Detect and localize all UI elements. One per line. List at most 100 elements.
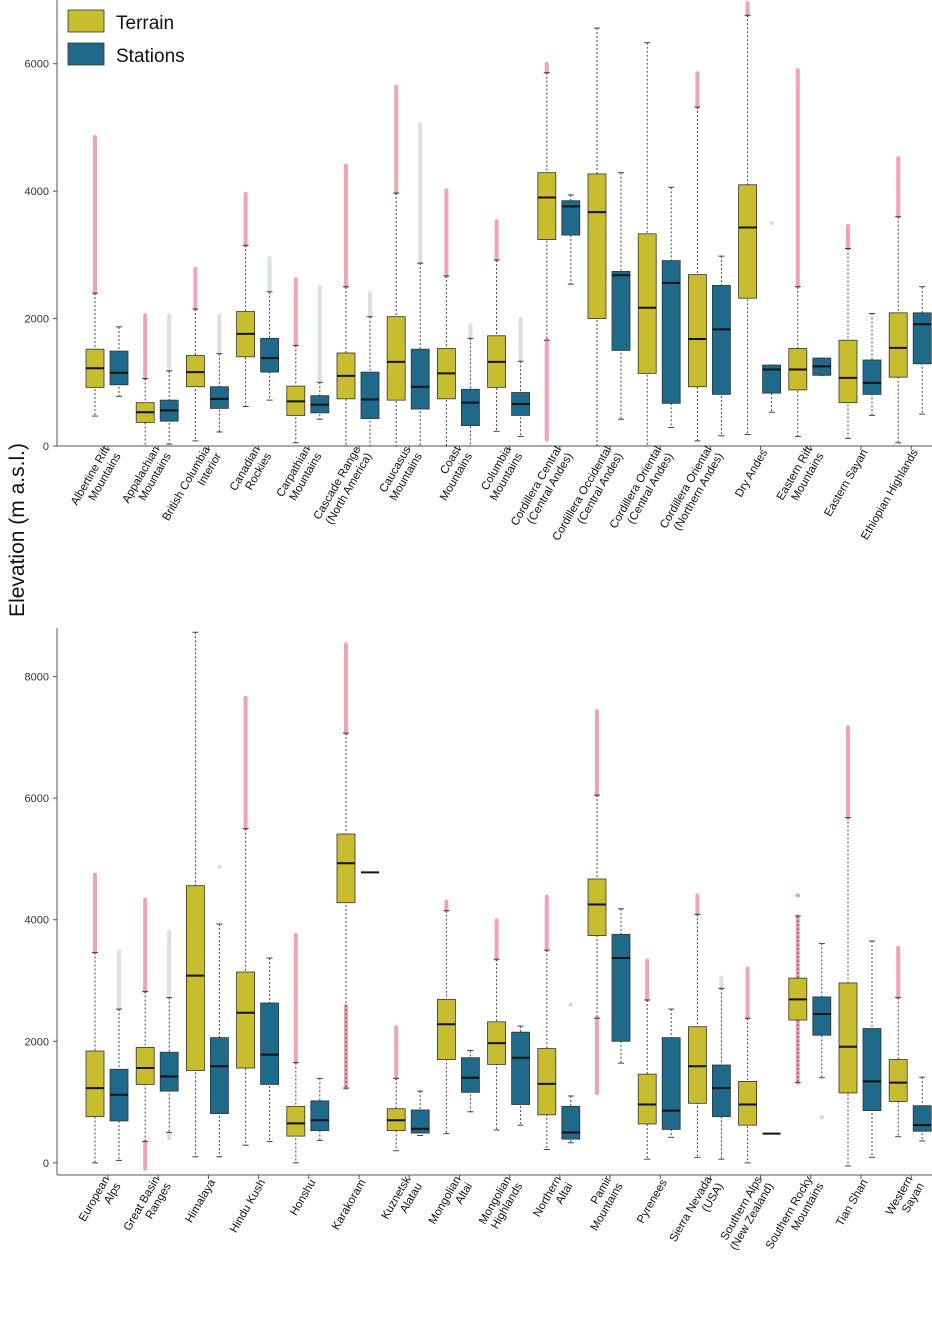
stations-box (511, 1031, 531, 1105)
y-tick-label: 4000 (25, 915, 49, 927)
category-label: CaucasusMountains (377, 444, 425, 503)
category-group: NorthernAltai (531, 894, 581, 1226)
y-tick-label: 2000 (25, 1036, 49, 1048)
category-label-line: Pyrenees (635, 1177, 670, 1225)
stations-box (561, 200, 581, 236)
category-group: CaucasusMountains (377, 84, 430, 503)
terrain-box (336, 833, 356, 904)
terrain-box (185, 885, 205, 1071)
legend-label-stations: Stations (116, 46, 185, 67)
category-label: WesternSayan (884, 1175, 927, 1224)
stations-box (912, 312, 932, 365)
category-group: KuznetskAlatau (380, 1025, 430, 1228)
category-group: Pyrenees (635, 958, 681, 1226)
stations-box (611, 271, 631, 351)
y-tick-label: 6000 (25, 59, 49, 71)
stations-box (209, 386, 229, 409)
terrain-box (587, 173, 607, 319)
terrain-box (637, 1073, 657, 1125)
terrain-box (537, 172, 557, 240)
category-label: CoastMountains (427, 444, 476, 503)
legend-label-terrain: Terrain (116, 13, 174, 34)
category-label: Albertine RiftMountains (69, 444, 124, 514)
category-group: CanadianRockies (228, 191, 280, 499)
category-label: Great BasinRanges (122, 1174, 174, 1239)
terrain-box (537, 1048, 557, 1116)
category-group: Eastern RiftMountains (775, 68, 832, 509)
y-tick-label: 0 (43, 441, 49, 453)
chart-panels: 0 2000 4000 6000 Albertine RiftMountainsAppa… (25, 0, 932, 1252)
category-label: Dry Andes (733, 447, 770, 499)
terrain-box (587, 878, 607, 936)
category-label-line: Honshu (288, 1178, 318, 1218)
stations-outlier-point (217, 864, 222, 870)
stations-box (410, 348, 430, 410)
category-label: Himalaya (184, 1177, 219, 1225)
category-label: KuznetskAlatau (380, 1174, 425, 1228)
terrain-box (838, 982, 858, 1094)
y-tick-label: 6000 (25, 793, 49, 805)
category-group: Tian Shan (834, 725, 882, 1229)
stations-box (611, 933, 631, 1042)
terrain-box (85, 1050, 105, 1118)
category-label-line: Dry Andes (733, 447, 770, 499)
category-label-line: Ethiopian Highlands (859, 447, 921, 542)
panel-top: 0 2000 4000 6000 Albertine RiftMountainsAppa… (25, 0, 932, 543)
stations-box (109, 350, 129, 386)
category-label: Ethiopian Highlands (859, 447, 921, 542)
category-group: Dry Andes (733, 1, 781, 499)
stations-box (862, 359, 882, 395)
category-label: Pyrenees (635, 1177, 670, 1225)
terrain-box (888, 312, 908, 378)
y-tick-label: 2000 (25, 314, 49, 326)
stations-box (912, 1105, 932, 1132)
legend: Terrain Stations (67, 9, 185, 67)
category-label-line: Tian Shan (834, 1178, 870, 1229)
category-label-line: Eastern Sayan (822, 448, 870, 519)
category-group: MongolianHighlands (477, 918, 531, 1233)
stations-outlier-point (769, 220, 774, 226)
stations-box (561, 1105, 581, 1140)
terrain-box (888, 1059, 908, 1102)
category-label: MongolianHighlands (477, 1174, 525, 1233)
category-group: AppalachianMountains (121, 313, 179, 505)
category-group: Hindu Kush (228, 695, 280, 1236)
legend-swatch-stations (67, 42, 105, 66)
category-group: Southern RockyMountains (764, 893, 832, 1251)
stations-box (862, 1028, 882, 1111)
y-tick-label: 8000 (25, 672, 49, 684)
category-label: NorthernAltai (531, 1175, 575, 1226)
category-group: CoastMountains (427, 188, 480, 503)
category-group: MongolianAltai (427, 899, 480, 1226)
category-label: Hindu Kush (228, 1178, 268, 1236)
category-group: CarpathianMountains (275, 277, 330, 503)
category-label: Karakoram (330, 1178, 369, 1233)
category-group: Karakoram (330, 642, 379, 1233)
stations-box (260, 1002, 280, 1085)
legend-swatch-terrain (67, 9, 105, 33)
terrain-box (135, 1046, 155, 1085)
terrain-box (386, 316, 406, 401)
y-tick-label: 0 (43, 1158, 49, 1170)
stations-box (410, 1109, 430, 1134)
stations-box (762, 364, 781, 394)
category-label: EuropeanAlps (77, 1174, 124, 1230)
category-label: Eastern RiftMountains (775, 444, 827, 509)
category-group: WesternSayan (884, 945, 932, 1224)
category-label: PamirMountains (577, 1174, 625, 1233)
category-label: CanadianRockies (228, 444, 274, 499)
category-label: Sierra Nevada(USA) (668, 1174, 727, 1251)
category-label: ColumbiaMountains (477, 444, 525, 503)
category-group: British ColumbiaInterior (161, 266, 229, 523)
terrain-box (838, 339, 858, 404)
terrain-box (637, 233, 657, 374)
y-axis-label: Elevation (m a.s.l.) (6, 443, 29, 617)
category-label-line: Himalaya (184, 1177, 219, 1225)
category-group: Cascade Range(North America) (312, 163, 380, 527)
category-label-line: Karakoram (330, 1178, 369, 1233)
terrain-box (236, 971, 256, 1069)
category-group: Eastern Sayan (822, 224, 882, 519)
y-tick-label: 4000 (25, 186, 49, 198)
stations-box (812, 996, 832, 1036)
